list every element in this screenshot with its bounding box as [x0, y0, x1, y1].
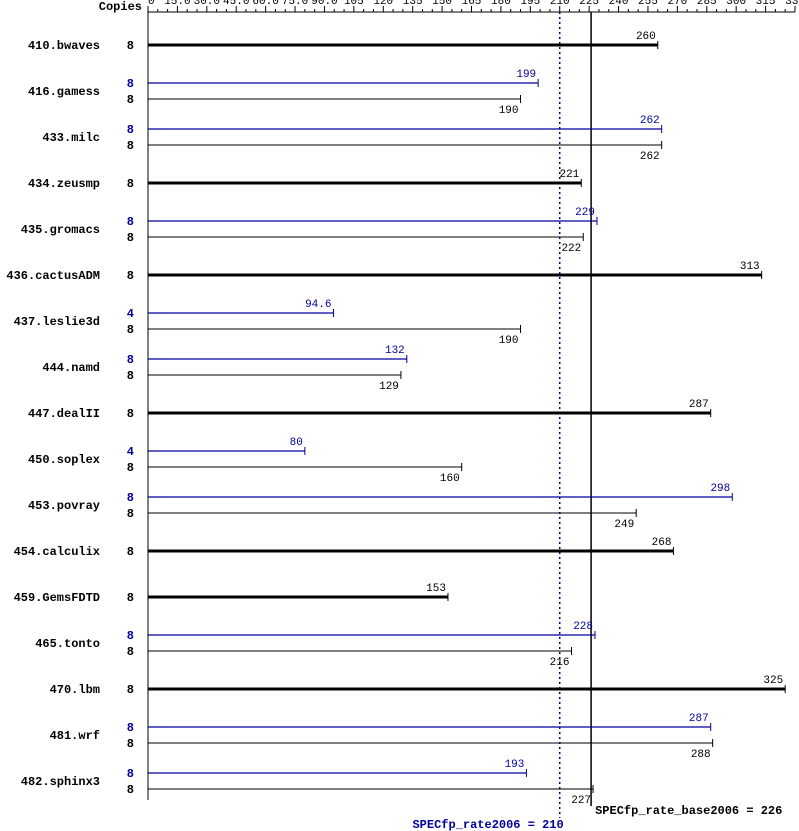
copies-base: 8	[127, 269, 134, 283]
copies-peak: 8	[127, 721, 134, 735]
benchmark-label: 450.soplex	[28, 453, 100, 467]
value-base: 287	[689, 399, 709, 411]
axis-tick-label: 90.0	[311, 0, 337, 8]
value-peak: 287	[689, 713, 709, 725]
benchmark-label: 454.calculix	[14, 545, 100, 559]
benchmark-label: 434.zeusmp	[28, 177, 100, 191]
copies-base: 8	[127, 545, 134, 559]
value-peak: 199	[516, 69, 536, 81]
value-base: 227	[571, 795, 591, 807]
value-peak: 262	[640, 115, 660, 127]
axis-tick-label: 270	[667, 0, 687, 8]
value-base: 190	[499, 335, 519, 347]
copies-base: 8	[127, 369, 134, 383]
copies-base: 8	[127, 407, 134, 421]
copies-base: 8	[127, 177, 134, 191]
copies-header: Copies	[99, 0, 142, 14]
benchmark-label: 433.milc	[42, 131, 100, 145]
value-base: 190	[499, 105, 519, 117]
value-base: 262	[640, 151, 660, 163]
value-base: 268	[652, 537, 672, 549]
axis-tick-label: 15.0	[164, 0, 190, 8]
axis-tick-label: 150	[432, 0, 452, 8]
footer-peak-label: SPECfp_rate2006 = 210	[412, 818, 563, 831]
axis-tick-label: 75.0	[282, 0, 308, 8]
copies-peak: 8	[127, 77, 134, 91]
benchmark-chart: 0 15.0 30.045.060.0 75.090.0 105 120 135 150 165…	[0, 0, 799, 831]
benchmark-label: 459.GemsFDTD	[14, 591, 100, 605]
axis-tick-label: 180	[491, 0, 511, 8]
footer-base-label: SPECfp_rate_base2006 = 226	[595, 804, 782, 818]
axis-tick-label: 45.0	[223, 0, 249, 8]
benchmark-label: 482.sphinx3	[21, 775, 100, 789]
benchmark-label: 453.povray	[28, 499, 100, 513]
axis-tick-label: 225	[579, 0, 599, 8]
value-base: 160	[440, 473, 460, 485]
value-base: 153	[426, 583, 446, 595]
axis-tick-label: 60.0	[252, 0, 278, 8]
value-peak: 229	[575, 207, 595, 219]
copies-peak: 8	[127, 123, 134, 137]
value-peak: 298	[710, 483, 730, 495]
value-base: 249	[614, 519, 634, 531]
benchmark-label: 481.wrf	[50, 729, 100, 743]
value-base: 222	[561, 243, 581, 255]
benchmark-label: 436.cactusADM	[6, 269, 100, 283]
copies-base: 8	[127, 323, 134, 337]
benchmark-label: 447.dealII	[28, 407, 100, 421]
benchmark-label: 444.namd	[42, 361, 100, 375]
copies-peak: 8	[127, 767, 134, 781]
axis-tick-label: 240	[609, 0, 629, 8]
value-base: 313	[740, 261, 760, 273]
copies-peak: 8	[127, 491, 134, 505]
axis-tick-label: 195	[520, 0, 540, 8]
copies-base: 8	[127, 139, 134, 153]
axis-tick-label: 0	[148, 0, 155, 8]
copies-base: 8	[127, 39, 134, 53]
benchmark-label: 435.gromacs	[21, 223, 100, 237]
axis-tick-label: 135	[403, 0, 423, 8]
value-base: 260	[636, 31, 656, 43]
value-base: 221	[559, 169, 579, 181]
value-peak: 228	[573, 621, 593, 633]
copies-base: 8	[127, 507, 134, 521]
benchmark-label: 437.leslie3d	[14, 315, 100, 329]
value-peak: 94.6	[305, 299, 331, 311]
benchmark-label: 410.bwaves	[28, 39, 100, 53]
copies-peak: 8	[127, 629, 134, 643]
copies-base: 8	[127, 783, 134, 797]
copies-peak: 4	[127, 307, 134, 321]
copies-base: 8	[127, 231, 134, 245]
axis-tick-label: 315	[756, 0, 776, 8]
copies-base: 8	[127, 461, 134, 475]
axis-tick-label: 30.0	[194, 0, 220, 8]
value-base: 325	[763, 675, 783, 687]
copies-base: 8	[127, 737, 134, 751]
axis-tick-label: 330	[785, 0, 799, 8]
copies-base: 8	[127, 591, 134, 605]
axis-tick-label: 285	[697, 0, 717, 8]
value-peak: 193	[505, 759, 525, 771]
value-peak: 132	[385, 345, 405, 357]
value-base: 129	[379, 381, 399, 393]
value-base: 216	[550, 657, 570, 669]
copies-peak: 8	[127, 353, 134, 367]
benchmark-label: 465.tonto	[35, 637, 100, 651]
copies-base: 8	[127, 683, 134, 697]
value-base: 288	[691, 749, 711, 761]
axis-tick-label: 120	[373, 0, 393, 8]
value-peak: 80	[290, 437, 303, 449]
axis-tick-label: 255	[638, 0, 658, 8]
benchmark-label: 470.lbm	[50, 683, 100, 697]
copies-peak: 8	[127, 215, 134, 229]
copies-base: 8	[127, 645, 134, 659]
copies-peak: 4	[127, 445, 134, 459]
axis-tick-label: 300	[726, 0, 746, 8]
axis-tick-label: 105	[344, 0, 364, 8]
axis-tick-label: 210	[550, 0, 570, 8]
benchmark-label: 416.gamess	[28, 85, 100, 99]
axis-tick-label: 165	[462, 0, 482, 8]
copies-base: 8	[127, 93, 134, 107]
